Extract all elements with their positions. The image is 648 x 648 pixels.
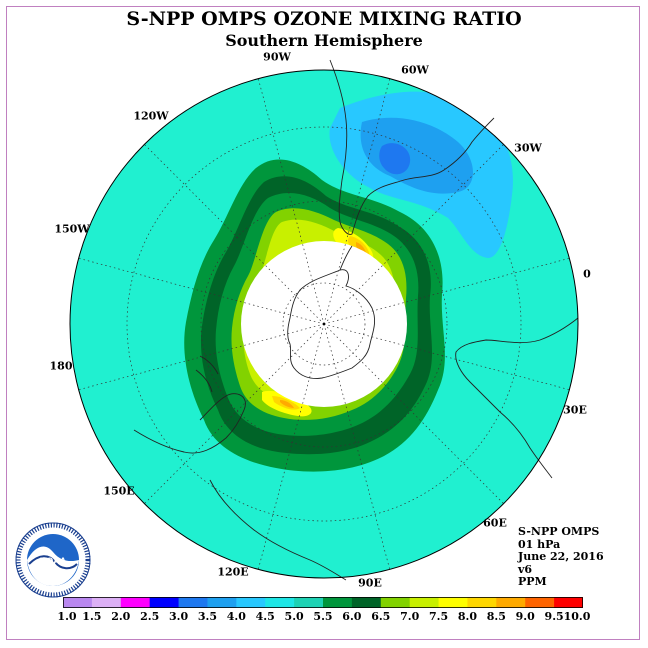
meridian-line bbox=[144, 323, 325, 504]
colorbar-swatch bbox=[178, 597, 208, 608]
noaa-logo: NOAA bbox=[15, 522, 91, 598]
lon-label-180: 180 bbox=[49, 359, 73, 373]
colorbar-tick-label: 5.0 bbox=[284, 610, 304, 623]
colorbar-swatch bbox=[467, 597, 497, 608]
colorbar-tick-label: 1.5 bbox=[82, 610, 102, 623]
meridian-line bbox=[323, 78, 391, 325]
colorbar-tick-label: 6.0 bbox=[342, 610, 362, 623]
meridian-line bbox=[78, 323, 325, 391]
antarctic-peninsula-coastline bbox=[339, 245, 353, 271]
meridian-line bbox=[323, 323, 570, 391]
lon-label-120e: 120E bbox=[217, 565, 249, 579]
latitude-circle-60 bbox=[200, 200, 448, 448]
colorbar-swatch bbox=[120, 597, 151, 608]
colorbar-swatch bbox=[351, 597, 382, 608]
colorbar-swatch bbox=[294, 597, 324, 608]
colorbar-swatch bbox=[63, 597, 93, 608]
lon-label-120w: 120W bbox=[133, 109, 169, 123]
south-pole-marker bbox=[322, 322, 326, 326]
figure-border bbox=[6, 6, 640, 640]
ozone-low-contour-40 bbox=[360, 117, 473, 194]
meridian-line bbox=[257, 78, 325, 325]
colorbar-swatch bbox=[236, 597, 266, 608]
colorbar-tick-label: 10.0 bbox=[563, 610, 591, 623]
meridian-line bbox=[323, 323, 504, 504]
lon-label-30e: 30E bbox=[563, 403, 587, 417]
colorbar-swatch bbox=[323, 597, 353, 608]
lon-label-90w: 90W bbox=[263, 50, 291, 64]
colorbar-swatch bbox=[149, 597, 180, 608]
colorbar bbox=[63, 597, 583, 608]
ozone-contour-85-south bbox=[280, 400, 294, 408]
lon-label-60w: 60W bbox=[401, 63, 429, 77]
colorbar-tick-label: 6.5 bbox=[371, 610, 391, 623]
info-version: v6 bbox=[518, 562, 533, 576]
colorbar-swatch bbox=[91, 597, 122, 608]
info-date: June 22, 2016 bbox=[518, 550, 604, 563]
colorbar-swatch bbox=[380, 597, 411, 608]
latitude-circle-30 bbox=[126, 126, 522, 522]
info-instrument: S-NPP OMPS bbox=[518, 525, 600, 538]
colorbar-tick-label: 7.5 bbox=[428, 610, 449, 623]
africa-coastline bbox=[455, 317, 579, 479]
meridians bbox=[78, 78, 570, 570]
info-level: 01 hPa bbox=[518, 537, 561, 551]
noaa-logo-text: NOAA bbox=[40, 556, 67, 566]
south-america-coastline bbox=[329, 59, 495, 235]
colorbar-tick-label: 4.5 bbox=[255, 610, 275, 623]
graticule bbox=[78, 78, 570, 570]
lon-label-90e: 90E bbox=[358, 576, 382, 590]
colorbar-swatch bbox=[438, 597, 468, 608]
colorbar-tick-label: 2.5 bbox=[140, 610, 160, 623]
lon-label-0: 0 bbox=[583, 267, 591, 281]
lon-label-60e: 60E bbox=[483, 516, 507, 530]
meridian-line bbox=[78, 257, 325, 325]
ozone-contour-85-north bbox=[356, 242, 366, 254]
colorbar-tick-label: 8.0 bbox=[457, 610, 478, 623]
colorbar-swatch bbox=[265, 597, 295, 608]
meridian-line bbox=[323, 144, 504, 325]
lon-label-30w: 30W bbox=[514, 141, 542, 155]
meridian-line bbox=[323, 323, 391, 570]
map-title: S-NPP OMPS OZONE MIXING RATIO bbox=[126, 8, 522, 30]
colorbar-tick-label: 9.5 bbox=[544, 610, 564, 623]
colorbar-tick-label: 8.5 bbox=[486, 610, 506, 623]
antarctica-coastline bbox=[287, 269, 375, 379]
colorbar-tick-label: 7.0 bbox=[400, 610, 420, 623]
meridian-line bbox=[257, 323, 325, 570]
colorbar-swatch bbox=[554, 597, 583, 608]
colorbar-swatch bbox=[409, 597, 440, 608]
colorbar-swatch bbox=[496, 597, 526, 608]
latitude-circle-80 bbox=[282, 282, 366, 366]
colorbar-tick-label: 3.5 bbox=[197, 610, 218, 623]
colorbar-swatch bbox=[207, 597, 237, 608]
map-subtitle: Southern Hemisphere bbox=[225, 31, 423, 50]
lon-label-150e: 150E bbox=[103, 484, 135, 498]
colorbar-tick-label: 5.5 bbox=[313, 610, 333, 623]
colorbar-tick-label: 1.0 bbox=[57, 610, 77, 623]
colorbar-tick-label: 2.0 bbox=[111, 610, 131, 623]
map-edge bbox=[69, 69, 579, 579]
colorbar-tick-label: 3.0 bbox=[168, 610, 189, 623]
colorbar-swatch bbox=[525, 597, 555, 608]
meridian-line bbox=[323, 257, 570, 325]
colorbar-tick-label: 4.0 bbox=[226, 610, 246, 623]
lon-label-150w: 150W bbox=[54, 222, 90, 236]
australia-coastline bbox=[133, 393, 347, 581]
meridian-line bbox=[144, 144, 325, 325]
colorbar-border bbox=[63, 597, 583, 608]
product-info: S-NPP OMPS 01 hPa June 22, 2016 v6 PPM bbox=[518, 525, 604, 589]
coastlines bbox=[133, 59, 579, 581]
ozone-low-contour-35 bbox=[379, 143, 411, 175]
colorbar-tick-label: 9.0 bbox=[515, 610, 535, 623]
info-units: PPM bbox=[518, 575, 547, 588]
